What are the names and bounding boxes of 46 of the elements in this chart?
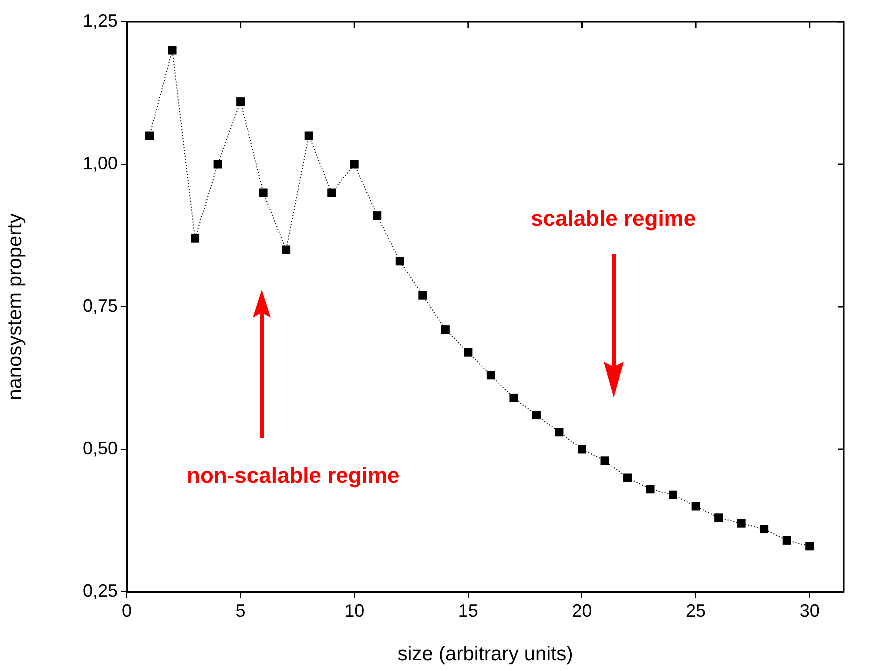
point: [669, 490, 678, 500]
annotation: scalable regime: [531, 206, 696, 232]
y-tick-label: 0,50: [82, 438, 118, 458]
point: [578, 445, 586, 454]
point: [510, 394, 518, 402]
point: [214, 160, 222, 169]
y-axis-title: nanosystem property: [4, 214, 27, 400]
point: [191, 234, 200, 243]
point: [441, 326, 450, 334]
point: [646, 485, 655, 494]
point: [304, 132, 314, 140]
point: [600, 456, 610, 466]
point: [486, 371, 496, 380]
point: [532, 411, 541, 420]
x-tick-label: 10: [344, 600, 365, 621]
point: [396, 257, 404, 266]
point: [737, 519, 746, 528]
y-tick-label: 0,75: [82, 296, 118, 316]
point: [168, 46, 177, 55]
point: [282, 246, 291, 254]
point: [373, 212, 382, 220]
point: [328, 188, 336, 198]
point: [350, 160, 359, 169]
x-tick-label: 30: [800, 600, 820, 621]
x-tick-label: 0: [122, 600, 132, 621]
point: [555, 428, 564, 437]
y-tick-label: 1,25: [82, 10, 118, 31]
point: [259, 188, 268, 198]
point: [714, 514, 724, 522]
x-axis-title: size (arbitrary units): [398, 644, 574, 666]
y-tick-label: 0,25: [82, 580, 118, 601]
x-tick-label: 25: [686, 600, 706, 621]
point: [146, 132, 154, 140]
point: [624, 474, 632, 482]
point: [418, 291, 428, 300]
x-tick-label: 15: [458, 600, 478, 621]
y-tick-label: 1,00: [82, 153, 118, 174]
point: [806, 542, 814, 551]
point: [236, 98, 246, 106]
annotation: non-scalable regime: [187, 463, 400, 489]
x-tick-label: 20: [572, 600, 592, 621]
point: [464, 348, 473, 357]
point: [782, 536, 792, 545]
point: [760, 525, 769, 534]
point: [692, 502, 700, 511]
x-tick-label: 5: [236, 600, 246, 621]
